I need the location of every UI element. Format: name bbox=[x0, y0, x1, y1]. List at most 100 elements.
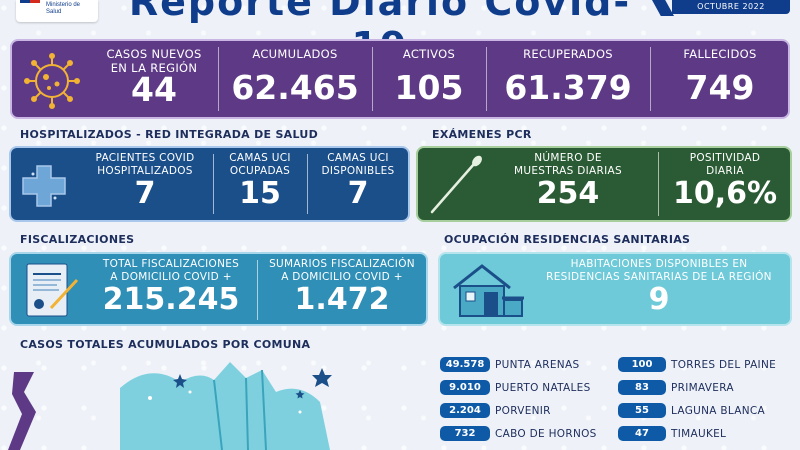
stat-value: 749 bbox=[685, 68, 755, 107]
cell-label-line: TOTAL FISCALIZACIONES bbox=[102, 258, 240, 270]
commune-value: 55 bbox=[618, 403, 666, 418]
divider bbox=[486, 47, 487, 111]
cell-label-line: POSITIVIDAD bbox=[689, 152, 761, 164]
cell-label: PACIENTES COVID HOSPITALIZADOS bbox=[79, 152, 211, 178]
cell-label-line: OCUPADAS bbox=[229, 165, 291, 177]
pcr-card: NÚMERO DE MUESTRAS DIARIAS 254 POSITIVID… bbox=[416, 146, 792, 222]
cell-label: CAMAS UCI OCUPADAS bbox=[215, 152, 305, 178]
commune-name: PUERTO NATALES bbox=[495, 381, 591, 394]
commune-row: 47 TIMAUKEL bbox=[618, 425, 726, 442]
cell-label-line: A DOMICILIO COVID + bbox=[110, 271, 232, 283]
pcr-positivity: POSITIVIDAD DIARIA 10,6% bbox=[660, 152, 790, 210]
commune-value: 83 bbox=[618, 380, 666, 395]
fiscal-total: TOTAL FISCALIZACIONES A DOMICILIO COVID … bbox=[87, 258, 255, 316]
stats-banner: CASOS NUEVOS EN LA REGIÓN 44 ACUMULADOS … bbox=[10, 39, 790, 119]
swab-icon bbox=[430, 155, 482, 214]
fiscal-sumarios: SUMARIOS FISCALIZACIÓN A DOMICILIO COVID… bbox=[259, 258, 425, 316]
cell-value: 7 bbox=[347, 176, 369, 211]
hospital-card: PACIENTES COVID HOSPITALIZADOS 7 CAMAS U… bbox=[9, 146, 410, 222]
stat-deceased: FALLECIDOS 749 bbox=[652, 41, 788, 117]
stat-value: 105 bbox=[394, 68, 464, 107]
page-title: Reporte Diario Covid-19 bbox=[128, 0, 632, 68]
commune-value: 2.204 bbox=[440, 403, 490, 418]
date-text: OCTUBRE 2022 bbox=[672, 0, 790, 14]
cell-label-line: MUESTRAS DIARIAS bbox=[514, 165, 622, 177]
stat-label: ACUMULADOS bbox=[252, 47, 338, 61]
hospital-uci-available: CAMAS UCI DISPONIBLES 7 bbox=[309, 152, 407, 210]
stat-label: ACTIVOS bbox=[402, 47, 456, 61]
virus-icon bbox=[24, 53, 80, 109]
logo-line-1: Ministerio de bbox=[46, 2, 81, 8]
commune-row: 49.578 PUNTA ARENAS bbox=[440, 356, 579, 373]
stat-label: CASOS NUEVOS EN LA REGIÓN bbox=[94, 47, 214, 75]
stat-label: RECUPERADOS bbox=[523, 47, 613, 61]
fiscal-card: TOTAL FISCALIZACIONES A DOMICILIO COVID … bbox=[9, 252, 428, 326]
stat-recovered: RECUPERADOS 61.379 bbox=[488, 41, 648, 117]
cell-label-line: NÚMERO DE bbox=[534, 152, 602, 164]
cell-label: CAMAS UCI DISPONIBLES bbox=[309, 152, 407, 178]
document-icon bbox=[26, 263, 79, 317]
cell-label: NÚMERO DE MUESTRAS DIARIAS bbox=[488, 152, 648, 178]
logo-red-bar bbox=[20, 0, 40, 3]
cell-label: HABITACIONES DISPONIBLES EN RESIDENCIAS … bbox=[530, 258, 788, 284]
cell-value: 254 bbox=[536, 176, 600, 211]
cell-label-line: HABITACIONES DISPONIBLES EN bbox=[570, 258, 748, 270]
commune-name: CABO DE HORNOS bbox=[495, 427, 597, 440]
ministry-logo: Ministerio de Salud bbox=[16, 0, 98, 22]
stat-active: ACTIVOS 105 bbox=[374, 41, 484, 117]
divider bbox=[257, 260, 258, 320]
stat-value: 44 bbox=[131, 70, 177, 109]
commune-value: 9.010 bbox=[440, 380, 490, 395]
hospital-patients: PACIENTES COVID HOSPITALIZADOS 7 bbox=[79, 152, 211, 210]
chevron-icon bbox=[652, 0, 674, 16]
cell-label: SUMARIOS FISCALIZACIÓN A DOMICILIO COVID… bbox=[259, 258, 425, 284]
divider bbox=[658, 152, 659, 216]
cell-value: 1.472 bbox=[294, 282, 390, 317]
stat-label-line: CASOS NUEVOS bbox=[106, 47, 202, 61]
divider bbox=[650, 47, 651, 111]
house-icon bbox=[453, 264, 524, 317]
cell-value: 15 bbox=[239, 176, 281, 211]
residencias-card: HABITACIONES DISPONIBLES EN RESIDENCIAS … bbox=[438, 252, 792, 326]
cell-value: 9 bbox=[648, 282, 670, 317]
logo-line-2: Salud bbox=[46, 9, 62, 15]
pcr-samples: NÚMERO DE MUESTRAS DIARIAS 254 bbox=[488, 152, 648, 210]
cell-label-line: PACIENTES COVID bbox=[95, 152, 195, 164]
commune-name: PORVENIR bbox=[495, 404, 551, 417]
commune-value: 47 bbox=[618, 426, 666, 441]
section-title-comunas: CASOS TOTALES ACUMULADOS POR COMUNA bbox=[20, 338, 311, 351]
commune-row: 83 PRIMAVERA bbox=[618, 379, 734, 396]
commune-name: TORRES DEL PAINE bbox=[671, 358, 777, 371]
hospital-uci-occupied: CAMAS UCI OCUPADAS 15 bbox=[215, 152, 305, 210]
date-badge: OCTUBRE 2022 bbox=[652, 0, 790, 16]
section-title-hospital: HOSPITALIZADOS - RED INTEGRADA DE SALUD bbox=[20, 128, 319, 141]
divider bbox=[307, 154, 308, 214]
cell-label: TOTAL FISCALIZACIONES A DOMICILIO COVID … bbox=[87, 258, 255, 284]
divider bbox=[372, 47, 373, 111]
commune-name: TIMAUKEL bbox=[671, 427, 727, 440]
stat-new-cases: CASOS NUEVOS EN LA REGIÓN 44 bbox=[94, 41, 214, 117]
cell-value: 10,6% bbox=[672, 176, 778, 211]
commune-row: 732 CABO DE HORNOS bbox=[440, 425, 597, 442]
commune-name: PUNTA ARENAS bbox=[495, 358, 580, 371]
cell-label-line: DISPONIBLES bbox=[321, 165, 395, 177]
section-title-fiscal: FISCALIZACIONES bbox=[20, 233, 135, 246]
stat-value: 61.379 bbox=[504, 68, 632, 107]
cell-value: 7 bbox=[134, 176, 156, 211]
cell-value: 215.245 bbox=[102, 282, 240, 317]
section-title-residencias: OCUPACIÓN RESIDENCIAS SANITARIAS bbox=[444, 233, 691, 246]
commune-name: LAGUNA BLANCA bbox=[671, 404, 766, 417]
residencias-rooms: HABITACIONES DISPONIBLES EN RESIDENCIAS … bbox=[530, 258, 788, 316]
commune-value: 732 bbox=[440, 426, 490, 441]
commune-value: 100 bbox=[618, 357, 666, 372]
commune-value: 49.578 bbox=[440, 357, 490, 372]
cell-label-line: CAMAS UCI bbox=[327, 152, 389, 164]
cell-label-line: SUMARIOS FISCALIZACIÓN bbox=[269, 258, 415, 270]
commune-row: 2.204 PORVENIR bbox=[440, 402, 551, 419]
commune-row: 55 LAGUNA BLANCA bbox=[618, 402, 765, 419]
cell-label-line: CAMAS UCI bbox=[229, 152, 291, 164]
divider bbox=[218, 47, 219, 111]
cell-label: POSITIVIDAD DIARIA bbox=[660, 152, 790, 178]
mountain-illustration bbox=[8, 362, 332, 450]
logo-text: Ministerio de Salud bbox=[46, 2, 80, 16]
